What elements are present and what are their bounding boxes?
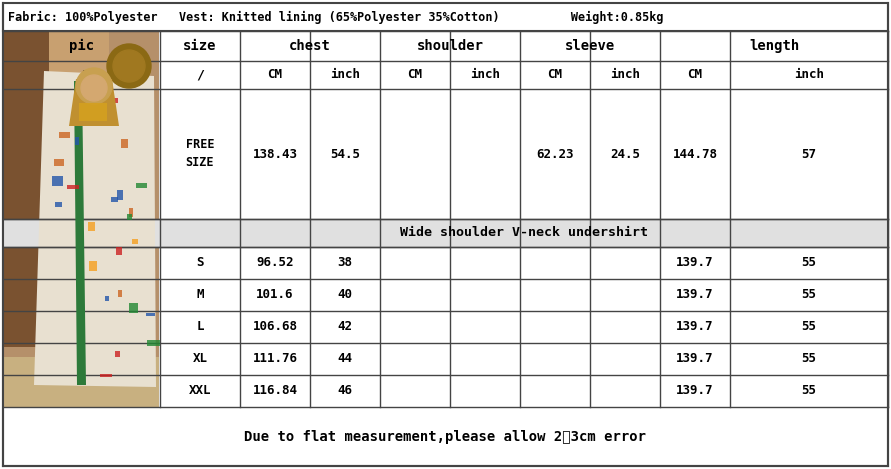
Text: 106.68: 106.68 — [252, 320, 298, 333]
Bar — [4, 31, 49, 347]
Bar — [118, 290, 122, 297]
Bar — [3, 219, 160, 247]
Text: 46: 46 — [338, 385, 353, 398]
Text: 55: 55 — [802, 257, 816, 270]
Text: 138.43: 138.43 — [252, 147, 298, 160]
Bar — [110, 197, 119, 202]
Text: 116.84: 116.84 — [252, 385, 298, 398]
Bar — [133, 239, 138, 244]
Text: pic: pic — [69, 39, 94, 53]
Text: CM: CM — [407, 68, 422, 82]
Bar — [54, 202, 62, 207]
Bar — [146, 313, 155, 317]
Text: inch: inch — [470, 68, 500, 82]
Text: 55: 55 — [802, 385, 816, 398]
Bar — [88, 222, 94, 231]
Text: 139.7: 139.7 — [676, 353, 714, 365]
Text: 44: 44 — [338, 353, 353, 365]
Bar — [120, 138, 128, 149]
Text: 62.23: 62.23 — [536, 147, 574, 160]
Bar — [59, 132, 70, 138]
Text: 54.5: 54.5 — [330, 147, 360, 160]
Polygon shape — [69, 79, 119, 126]
Text: shoulder: shoulder — [416, 39, 484, 53]
Polygon shape — [74, 81, 86, 385]
Bar — [89, 261, 96, 271]
Text: 38: 38 — [338, 257, 353, 270]
Text: /: / — [78, 68, 86, 82]
Text: 42: 42 — [338, 320, 353, 333]
Bar — [104, 296, 109, 301]
Text: 24.5: 24.5 — [610, 147, 640, 160]
Bar — [116, 247, 122, 255]
Text: 139.7: 139.7 — [676, 257, 714, 270]
Polygon shape — [34, 71, 156, 387]
Text: inch: inch — [794, 68, 824, 82]
Text: Wide shoulder V-neck undershirt: Wide shoulder V-neck undershirt — [400, 227, 648, 240]
Bar — [75, 137, 78, 145]
Bar — [4, 31, 159, 407]
Text: M: M — [196, 288, 204, 302]
Bar — [4, 357, 159, 407]
Circle shape — [76, 68, 112, 104]
Bar — [128, 208, 133, 217]
Bar — [79, 103, 107, 121]
Bar — [100, 374, 112, 377]
Text: 139.7: 139.7 — [676, 320, 714, 333]
Text: /: / — [196, 68, 204, 82]
Text: 111.76: 111.76 — [252, 353, 298, 365]
Text: XL: XL — [192, 353, 208, 365]
Bar — [67, 185, 78, 189]
Bar — [147, 340, 160, 346]
Text: 55: 55 — [802, 320, 816, 333]
Bar — [97, 117, 102, 121]
Text: 101.6: 101.6 — [257, 288, 294, 302]
Text: chest: chest — [289, 39, 331, 53]
Bar — [53, 159, 64, 166]
Circle shape — [113, 50, 145, 82]
Text: Due to flat measurement,please allow 2～3cm error: Due to flat measurement,please allow 2～3… — [244, 430, 647, 444]
Text: 139.7: 139.7 — [676, 288, 714, 302]
Bar — [111, 98, 118, 103]
Bar — [160, 219, 888, 247]
Bar — [118, 190, 123, 200]
Bar — [115, 351, 120, 356]
Text: length: length — [748, 39, 799, 53]
Text: XXL: XXL — [189, 385, 211, 398]
Circle shape — [107, 44, 151, 88]
Text: size: size — [184, 39, 217, 53]
Text: inch: inch — [610, 68, 640, 82]
Text: S: S — [196, 257, 204, 270]
Text: CM: CM — [688, 68, 702, 82]
Text: 55: 55 — [802, 353, 816, 365]
Text: L: L — [196, 320, 204, 333]
Text: Fabric: 100%Polyester   Vest: Knitted lining (65%Polyester 35%Cotton)          W: Fabric: 100%Polyester Vest: Knitted lini… — [8, 10, 664, 23]
Text: 144.78: 144.78 — [673, 147, 717, 160]
Text: sleeve: sleeve — [565, 39, 615, 53]
Bar — [128, 303, 138, 313]
Bar — [136, 182, 147, 189]
Bar — [53, 176, 62, 186]
Text: 55: 55 — [802, 288, 816, 302]
Text: 139.7: 139.7 — [676, 385, 714, 398]
Text: CM: CM — [547, 68, 562, 82]
Bar — [49, 31, 109, 407]
Circle shape — [81, 75, 107, 101]
Text: CM: CM — [267, 68, 282, 82]
Bar — [127, 214, 132, 219]
Text: 40: 40 — [338, 288, 353, 302]
Text: FREE
SIZE: FREE SIZE — [185, 138, 214, 169]
Text: 96.52: 96.52 — [257, 257, 294, 270]
Text: inch: inch — [330, 68, 360, 82]
Text: 57: 57 — [802, 147, 816, 160]
